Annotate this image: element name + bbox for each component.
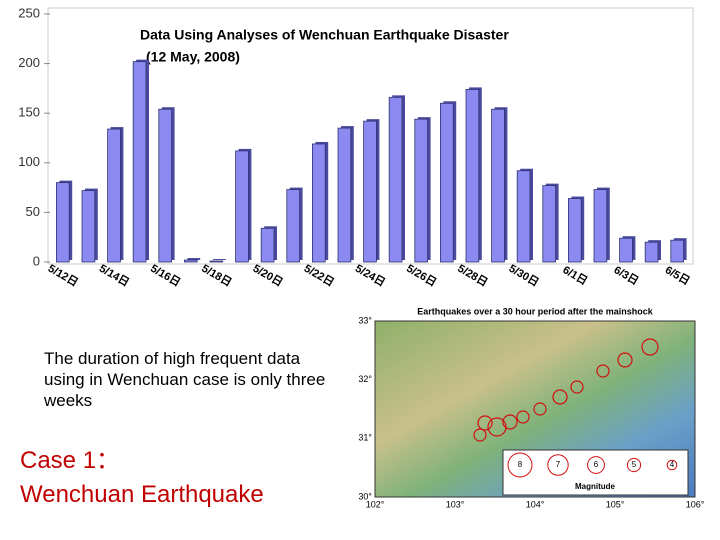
lon-label: 105° [606, 499, 625, 509]
legend-item: 8 [518, 460, 523, 469]
bar [414, 118, 428, 263]
legend-circle [587, 456, 605, 474]
x-tick-label: 5/16日 [148, 262, 183, 289]
bar [132, 61, 147, 263]
map-title: Earthquakes over a 30 hour period after … [417, 306, 654, 316]
bar [388, 96, 403, 263]
chart-title: Data Using Analyses of Wenchuan Earthqua… [140, 27, 509, 43]
lat-label: 30° [358, 491, 372, 501]
legend-item: 7 [556, 460, 561, 469]
legend-box [502, 449, 689, 496]
lon-label: 103° [446, 499, 465, 509]
bar [337, 127, 352, 263]
lon-label: 106° [686, 499, 705, 509]
lat-label: 33° [358, 315, 372, 325]
lat-label: 32° [358, 374, 372, 384]
legend-circle [666, 459, 678, 471]
y-tick-label: 200 [18, 55, 40, 70]
bar [363, 120, 377, 263]
case-line: Case 1： [20, 447, 121, 474]
map: Earthquakes over a 30 hour period after … [358, 306, 705, 509]
y-tick-label: 0 [33, 253, 40, 268]
caption: The duration of high frequent data using… [44, 349, 326, 410]
bar [491, 108, 505, 263]
bar [542, 185, 556, 263]
bar [516, 170, 531, 263]
legend-circle [507, 452, 533, 478]
x-tick-label: 5/28日 [455, 262, 490, 289]
chart-subtitle: (12 May, 2008) [146, 49, 240, 65]
x-tick-label: 5/20日 [251, 262, 286, 289]
bar-shadow [187, 258, 201, 260]
bar [439, 102, 454, 263]
bar [644, 241, 659, 263]
x-tick-label: 5/18日 [199, 262, 234, 289]
lon-label: 104° [526, 499, 545, 509]
bar [209, 260, 224, 263]
bar [286, 189, 300, 263]
bar [81, 190, 96, 263]
y-tick-label: 50 [26, 204, 40, 219]
bar [56, 182, 70, 263]
bar [311, 143, 326, 263]
legend-title: Magnitude [575, 482, 616, 491]
bar [593, 189, 608, 263]
bar [670, 239, 684, 263]
x-tick-label: 6/1日 [560, 263, 589, 287]
lon-label: 102° [366, 499, 385, 509]
bar [158, 108, 173, 263]
y-tick-label: 250 [18, 5, 40, 20]
case-title: Case 1： Wenchuan Earthquake [20, 444, 264, 512]
bar [235, 150, 249, 263]
x-tick-label: 6/5日 [663, 263, 692, 287]
bar [183, 259, 198, 263]
x-tick-label: 5/22日 [302, 262, 337, 289]
legend-item: 6 [594, 460, 599, 469]
bar [260, 227, 275, 263]
chart: Data Using Analyses of Wenchuan Earthqua… [18, 5, 694, 289]
x-tick-label: 5/26日 [404, 262, 439, 289]
x-tick-label: 5/12日 [46, 262, 81, 289]
y-tick-label: 150 [18, 105, 40, 120]
y-tick-label: 100 [18, 154, 40, 169]
x-tick-label: 6/3日 [612, 263, 641, 287]
bar [619, 237, 633, 263]
case-line: Wenchuan Earthquake [20, 481, 264, 508]
legend-circle [547, 454, 569, 476]
bar-shadow [213, 259, 226, 260]
quake-markers [473, 338, 659, 442]
lat-label: 31° [358, 433, 372, 443]
legend-item: 4 [670, 460, 675, 469]
x-tick-label: 5/14日 [97, 262, 132, 289]
x-tick-label: 5/24日 [353, 262, 388, 289]
bar [568, 198, 582, 263]
x-tick-label: 5/30日 [507, 262, 542, 289]
legend-item: 5 [632, 460, 637, 469]
bar [465, 88, 480, 263]
legend-circle [626, 457, 642, 473]
bar [107, 128, 121, 263]
